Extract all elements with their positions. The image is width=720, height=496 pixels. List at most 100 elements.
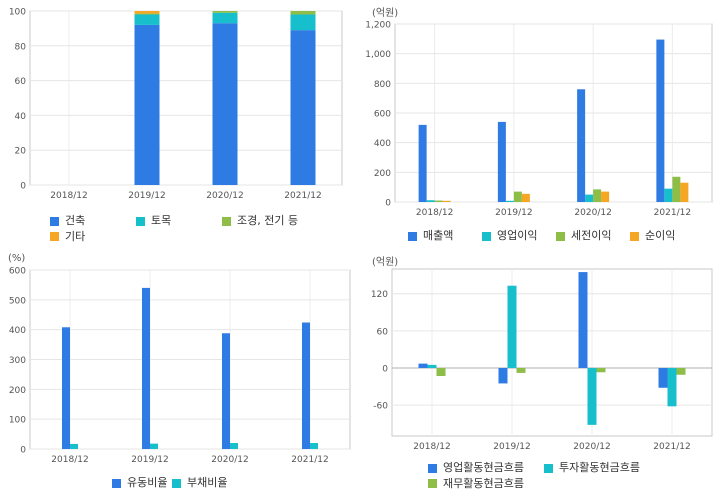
legend-label: 순이익 [645,229,676,242]
chart-3-ytick-label: 100 [9,416,26,426]
chart-2-bar-순이익-2021/12 [680,182,689,202]
chart-1-ytick-label: 80 [15,42,27,52]
legend-label: 영업이익 [497,229,538,242]
legend-swatch [556,231,565,241]
chart-3-bar-유동비율-2021/12 [302,322,310,449]
legend-swatch [136,216,145,226]
chart-4-bar-영업활동현금흐름-2020/12 [578,272,588,368]
chart-2-bar-세전이익-2021/12 [672,176,681,202]
chart-4-xtick-label: 2020/12 [573,442,610,452]
chart-3-ytick-label: 600 [9,267,26,277]
chart-4-frame [391,268,713,437]
legend-item: 조경, 전기 등 [222,214,308,228]
legend-item: 투자활동현금흐름 [544,461,660,475]
chart-2-bar-세전이익-2019/12 [513,191,522,202]
chart-2-ytick-label: 400 [374,139,391,149]
chart-1-bar-기타-2019/12 [134,11,160,14]
chart-1-bar-건축-2021/12 [290,30,316,185]
legend-swatch [630,231,639,241]
legend-item: 영업활동현금흐름 [428,461,544,475]
legend-swatch [222,216,231,226]
legend-label: 세전이익 [571,229,612,242]
chart-2-bar-세전이익-2020/12 [593,189,602,202]
chart-2-bar-매출액-2019/12 [497,121,506,202]
chart-2-ytick-label: 800 [374,80,391,90]
chart-3-xtick-label: 2018/12 [51,455,88,465]
chart-4-bar-영업활동현금흐름-2019/12 [498,367,508,384]
chart-2-xtick-label: 2020/12 [574,208,611,218]
chart-2-bar-영업이익-2020/12 [585,194,594,202]
chart-2-bar-영업이익-2021/12 [664,188,673,202]
legend-label: 조경, 전기 등 [237,214,299,227]
chart-3-legend: 유동비율 부채비율 [112,476,352,492]
chart-1-xtick-label: 2019/12 [128,191,165,201]
chart-1-ytick-label: 60 [15,77,27,87]
chart-2-ytick-label: 1,000 [365,50,391,60]
legend-swatch [50,216,59,226]
legend-label: 부채비율 [187,476,228,489]
chart-4-ytick-label: 60 [377,327,389,337]
chart-1-bar-건축-2020/12 [212,23,238,186]
chart-3-bar-유동비율-2018/12 [62,327,70,449]
chart-2-xtick-label: 2018/12 [416,208,453,218]
legend-swatch [544,463,553,473]
legend-swatch [50,232,59,241]
chart-2-ytick-label: 0 [385,199,391,209]
chart-2-bar-순이익-2019/12 [521,193,530,202]
chart-1-xtick-label: 2020/12 [206,191,243,201]
legend-swatch [112,478,121,488]
chart-1-bar-건축-2019/12 [134,24,160,186]
chart-2-bar-순이익-2018/12 [442,200,451,202]
chart-4-unit-label: (억원) [372,257,399,268]
chart-3-ytick-label: 400 [9,326,26,336]
chart-1-bar-토목-2021/12 [290,14,316,31]
chart-3-bar-부채비율-2021/12 [310,443,318,449]
chart-4-xtick-label: 2019/12 [493,442,530,452]
chart-3-xtick-label: 2020/12 [211,455,248,465]
chart-2-bar-순이익-2020/12 [601,191,610,202]
chart-4-ytick-label: -60 [373,402,388,412]
chart-2-ytick-label: 1,200 [365,21,391,31]
legend-item: 기타 [50,230,136,244]
legend-item: 순이익 [630,229,704,243]
legend-swatch [408,231,417,241]
chart-3-xtick-label: 2021/12 [291,455,328,465]
legend-label: 기타 [65,229,86,243]
chart-1-bar-조경, 전기 등-2021/12 [290,11,316,15]
legend-label: 유동비율 [127,476,168,489]
legend-label: 영업활동현금흐름 [443,461,524,474]
chart-3-ytick-label: 300 [9,356,26,366]
chart-4-xtick-label: 2021/12 [653,442,690,452]
chart-1-ytick-label: 0 [20,182,26,192]
chart-1-ytick-label: 40 [15,112,27,122]
chart-4-bar-재무활동현금흐름-2021/12 [676,367,686,375]
legend-item: 매출액 [408,229,482,243]
chart-4-bar-영업활동현금흐름-2021/12 [658,367,668,388]
chart-1-ytick-label: 100 [9,8,26,18]
legend-item: 세전이익 [556,229,630,243]
chart-2-bar-세전이익-2018/12 [434,200,443,202]
chart-1-bar-조경, 전기 등-2019/12 [134,13,160,15]
legend-label: 매출액 [423,229,454,242]
chart-3-unit-label: (%) [8,253,26,264]
chart-3-bar-유동비율-2020/12 [222,333,230,449]
legend-label: 토목 [151,214,172,227]
legend-label: 투자활동현금흐름 [559,461,640,474]
chart-2-bar-영업이익-2018/12 [426,200,435,202]
chart-4-ytick-label: 0 [382,364,388,374]
chart-4-bar-투자활동현금흐름-2020/12 [587,367,597,425]
chart-3-ytick-label: 200 [9,386,26,396]
chart-2-bar-매출액-2018/12 [418,124,427,202]
chart-4-bar-영업활동현금흐름-2018/12 [418,363,428,368]
chart-2-xtick-label: 2021/12 [654,208,691,218]
chart-4-bar-재무활동현금흐름-2019/12 [516,367,526,373]
chart-2-xtick-label: 2019/12 [495,208,532,218]
legend-swatch [428,479,437,488]
legend-label: 재무활동현금흐름 [443,476,524,490]
chart-1-xtick-label: 2018/12 [50,191,87,201]
legend-swatch [428,463,437,473]
legend-label: 건축 [65,214,86,227]
chart-1-bar-토목-2019/12 [134,14,160,25]
